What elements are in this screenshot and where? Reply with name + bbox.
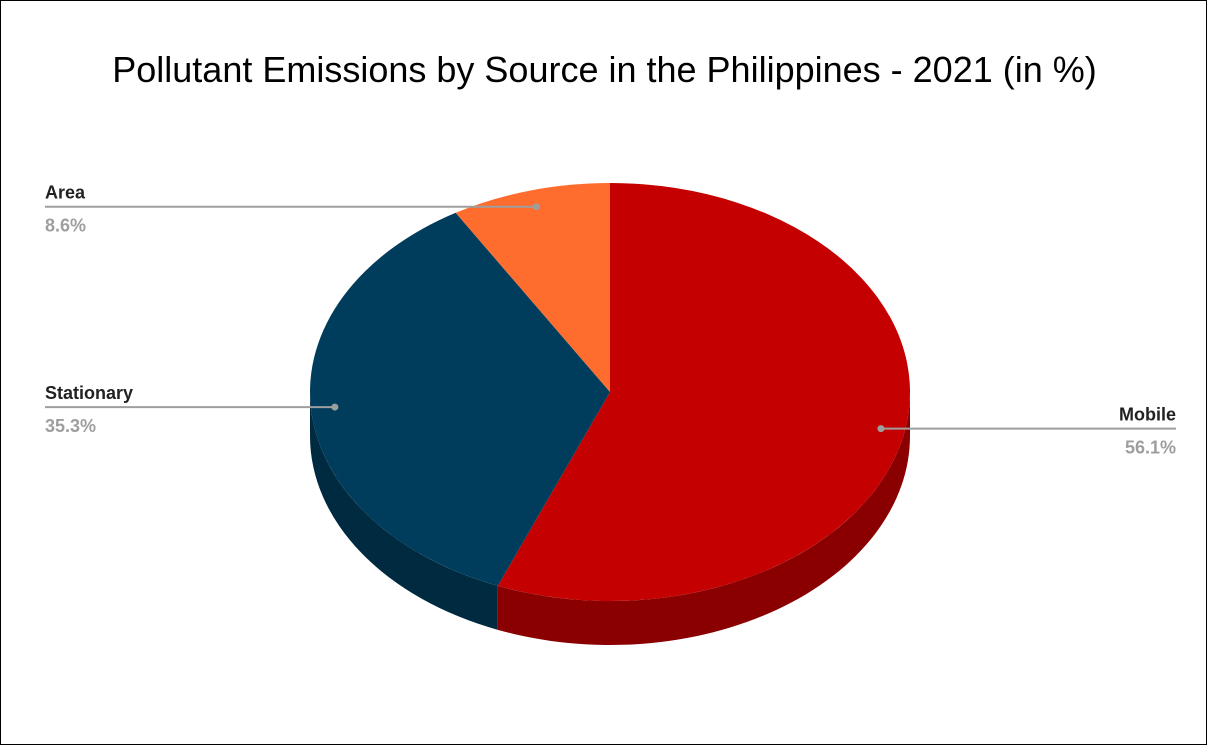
pie-tops xyxy=(310,183,910,602)
slice-value-area: 8.6% xyxy=(45,216,86,236)
leader-dot-area xyxy=(532,203,540,211)
leader-dot-mobile xyxy=(877,425,885,433)
pie-side-mobile xyxy=(497,392,910,645)
slice-label-stationary: Stationary xyxy=(45,383,133,403)
chart-title: Pollutant Emissions by Source in the Phi… xyxy=(112,49,1097,90)
pie-side-stationary xyxy=(310,392,498,630)
slice-label-mobile: Mobile xyxy=(1119,405,1176,425)
slice-label-area: Area xyxy=(45,183,86,203)
pie-sides xyxy=(310,392,910,645)
pie-labels: Mobile 56.1% Stationary 35.3% Area 8.6% xyxy=(45,183,1176,458)
slice-value-mobile: 56.1% xyxy=(1125,438,1176,458)
pie-slice-mobile xyxy=(497,183,910,602)
leader-dot-stationary xyxy=(331,403,339,411)
pie-slice-area xyxy=(455,183,610,392)
pie-slice-stationary xyxy=(310,212,610,586)
slice-value-stationary: 35.3% xyxy=(45,416,96,436)
